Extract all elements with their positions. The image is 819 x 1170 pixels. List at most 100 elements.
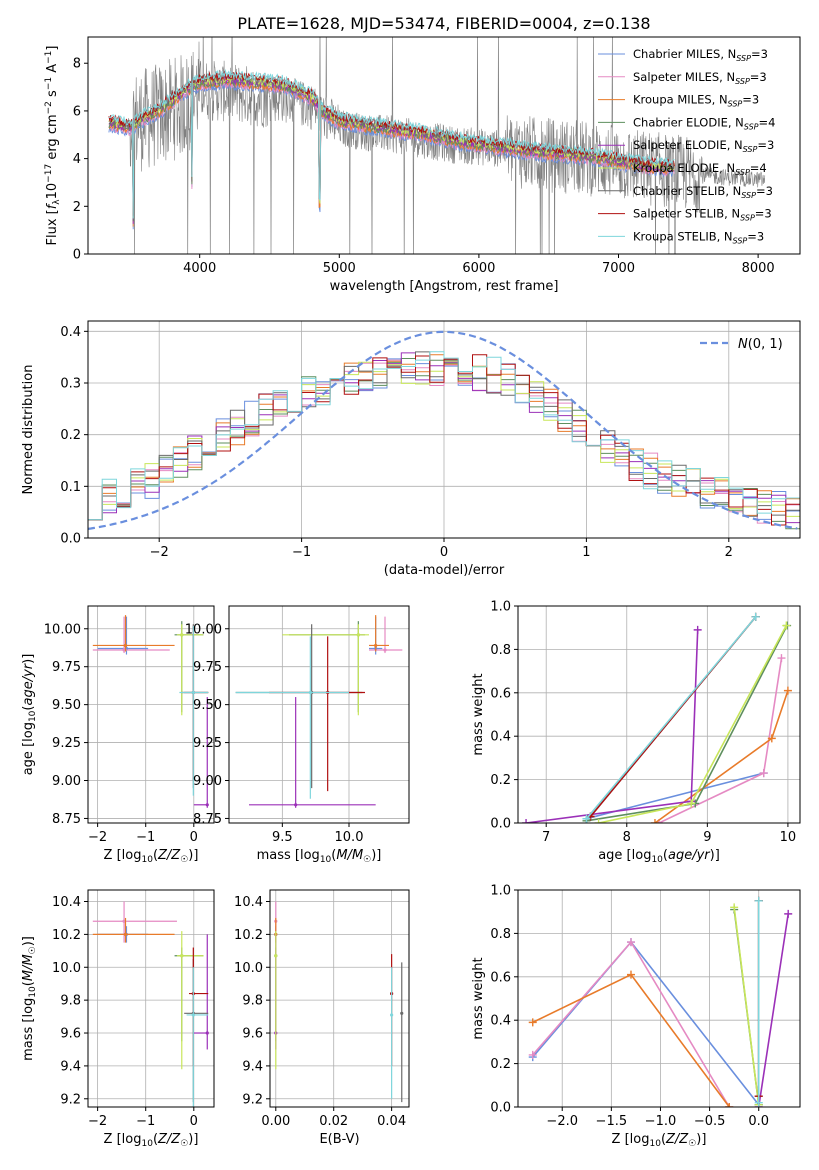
figure-title: PLATE=1628, MJD=53474, FIBERID=0004, z=0… [237,14,650,33]
point-marker [191,690,195,695]
residuals-ytick-label: 0.1 [60,480,81,495]
legend-entry: N(0, 1) [738,337,783,352]
spectrum-xtick-label: 7000 [602,261,635,276]
age-vs-mass-ytick-label: 9.00 [193,774,222,789]
age-vs-mass-xtick-label: 10.0 [335,830,364,845]
age-vs-mass-xlabel: mass [log10(M/M☉)] [257,848,382,865]
massweight-vs-Z-ytick-label: 0.8 [490,927,511,942]
massweight-vs-age-xtick-label: 10 [780,830,797,845]
spectrum-xlabel: wavelength [Angstrom, rest frame] [330,279,559,294]
plus-marker [777,654,786,663]
age-vs-mass-plot-area [235,615,403,808]
mass-vs-EBV-ytick-label: 9.2 [242,1092,263,1107]
point-marker [374,643,378,648]
age-vs-Z-ytick-label: 8.75 [52,812,81,827]
residuals-ytick-label: 0.2 [60,428,81,443]
spectrum-xtick-label: 4000 [183,261,216,276]
age-vs-Z-xtick-label: 0 [190,830,198,845]
residuals-xtick-label: −1 [292,545,311,560]
age-vs-mass-xtick-label: 9.5 [272,830,293,845]
mass-vs-Z-ytick-label: 10.0 [52,961,81,976]
mass-vs-EBV-xtick-label: 0.00 [261,1114,290,1129]
mass-vs-Z-frame [87,889,215,1108]
mass-vs-EBV-ytick-label: 10.0 [234,961,263,976]
spectrum-ytick-label: 2 [73,200,81,215]
massweight-line-chabrier-elodie [586,625,788,822]
errorbar-point-chabrier-stelib [400,962,404,1103]
age-vs-Z-ytick-label: 9.25 [52,736,81,751]
residuals-xlabel: (data-model)/error [384,563,505,578]
point-marker [205,1031,209,1035]
mass-vs-EBV-ytick-label: 10.4 [234,895,263,910]
age-vs-mass-ytick-label: 8.75 [193,812,222,827]
plus-marker [626,938,635,947]
errorbar-point-kroupa-stelib [179,625,209,796]
residuals-legend: N(0, 1) [700,337,783,352]
legend-entry: Kroupa MILES, NSSP=3 [633,93,759,109]
errorbar-point-kroupa-elodie [274,931,278,1070]
spectrum-plot-area [108,37,766,254]
residuals-axes [88,321,800,539]
residuals-xtick-label: 2 [725,545,733,560]
plus-marker [528,1018,537,1027]
age-vs-Z-ytick-label: 10.00 [44,622,81,637]
point-marker [122,919,126,923]
plus-marker [582,814,591,823]
mass-vs-Z-ytick-label: 9.4 [60,1059,81,1074]
age-vs-Z-ylabel: age [log10(age/yr)] [21,654,38,776]
plus-marker [751,612,760,621]
legend-entry: Chabrier ELODIE, NSSP=4 [633,115,775,131]
mass-vs-EBV-ytick-label: 9.6 [242,1027,263,1042]
errorbar-point-kroupa-elodie [176,931,204,1070]
spectrum-ylabel: Flux [fλ10−17 erg cm−2 s−1 A−1] [44,46,62,246]
plus-marker [783,686,792,695]
mass-vs-Z-xtick-label: −1 [136,1114,155,1129]
age-vs-mass-ytick-label: 9.75 [193,660,222,675]
mass-vs-EBV-xtick-label: 0.04 [377,1114,406,1129]
legend-entry: Kroupa ELODIE, NSSP=4 [633,161,767,177]
errorbar-point-salpeter-stelib [269,636,365,792]
mass-vs-Z-ytick-label: 9.8 [60,994,81,1009]
errorbar-point-salpeter-elodie [193,934,209,1050]
massweight-vs-Z-ytick-label: 0.4 [490,1014,511,1029]
massweight-vs-Z-plot-area [528,896,793,1107]
errorbar-point-kroupa-stelib [390,967,394,1099]
errorbar-point-salpeter-miles [92,901,177,943]
point-marker [383,648,387,652]
point-marker [191,1013,195,1017]
residuals-xtick-label: 1 [582,545,590,560]
residuals-ylabel: Normed distribution [21,365,36,495]
residuals-plot-area [88,330,800,530]
point-marker [123,643,128,648]
mass-vs-EBV-ytick-label: 9.8 [242,994,263,1009]
massweight-vs-age-ytick-label: 0.2 [490,773,511,788]
massweight-line-salpeter-miles [658,657,783,823]
plus-marker [784,909,793,918]
massweight-line-kroupa-stelib [585,616,757,820]
massweight-vs-Z-ytick-label: 0.0 [490,1101,511,1116]
massweight-vs-age-axes [518,605,800,824]
mass-vs-Z-ytick-label: 10.2 [52,928,81,943]
plus-marker [522,819,531,823]
errorbar-point-kroupa-stelib [186,967,209,1107]
errorbar-point-chabrier-elodie [174,947,204,1042]
age-vs-mass-ytick-label: 10.00 [185,622,222,637]
massweight-vs-Z-xlabel: Z [log10(Z/Z☉)] [612,1132,707,1149]
mass-vs-Z-ytick-label: 9.2 [60,1092,81,1107]
point-marker [180,954,184,958]
spectrum-xtick-label: 6000 [462,261,495,276]
point-marker [294,803,298,807]
mass-vs-EBV-xtick-label: 0.02 [319,1114,348,1129]
age-vs-mass-frame [228,605,410,824]
age-vs-Z-plot-area [92,615,209,808]
plus-marker [650,819,659,823]
massweight-vs-Z-ytick-label: 0.6 [490,970,511,985]
plus-marker [782,621,791,630]
mass-vs-Z-axes [88,890,214,1107]
spectrum-xtick-label: 5000 [323,261,356,276]
massweight-vs-age-xlabel: age [log10(age/yr)] [598,848,720,865]
point-marker [400,1011,404,1015]
residuals-xtick-label: 0 [440,545,448,560]
point-marker [308,690,312,695]
